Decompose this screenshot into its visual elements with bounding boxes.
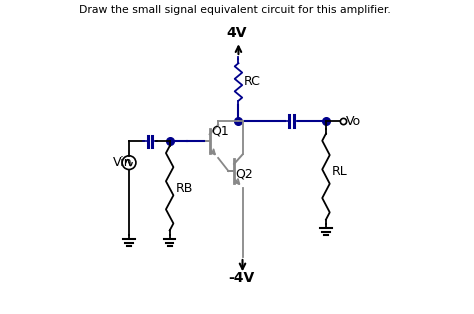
Text: Q1: Q1 bbox=[211, 124, 228, 138]
Text: RC: RC bbox=[244, 75, 261, 89]
Text: Vin: Vin bbox=[113, 156, 132, 169]
Text: 4V: 4V bbox=[227, 26, 247, 40]
Text: RB: RB bbox=[175, 182, 192, 195]
Text: Vo: Vo bbox=[346, 115, 361, 127]
Text: Draw the small signal equivalent circuit for this amplifier.: Draw the small signal equivalent circuit… bbox=[79, 5, 391, 15]
Text: Q2: Q2 bbox=[235, 167, 253, 180]
Text: RL: RL bbox=[332, 165, 347, 178]
Text: -4V: -4V bbox=[228, 271, 254, 285]
